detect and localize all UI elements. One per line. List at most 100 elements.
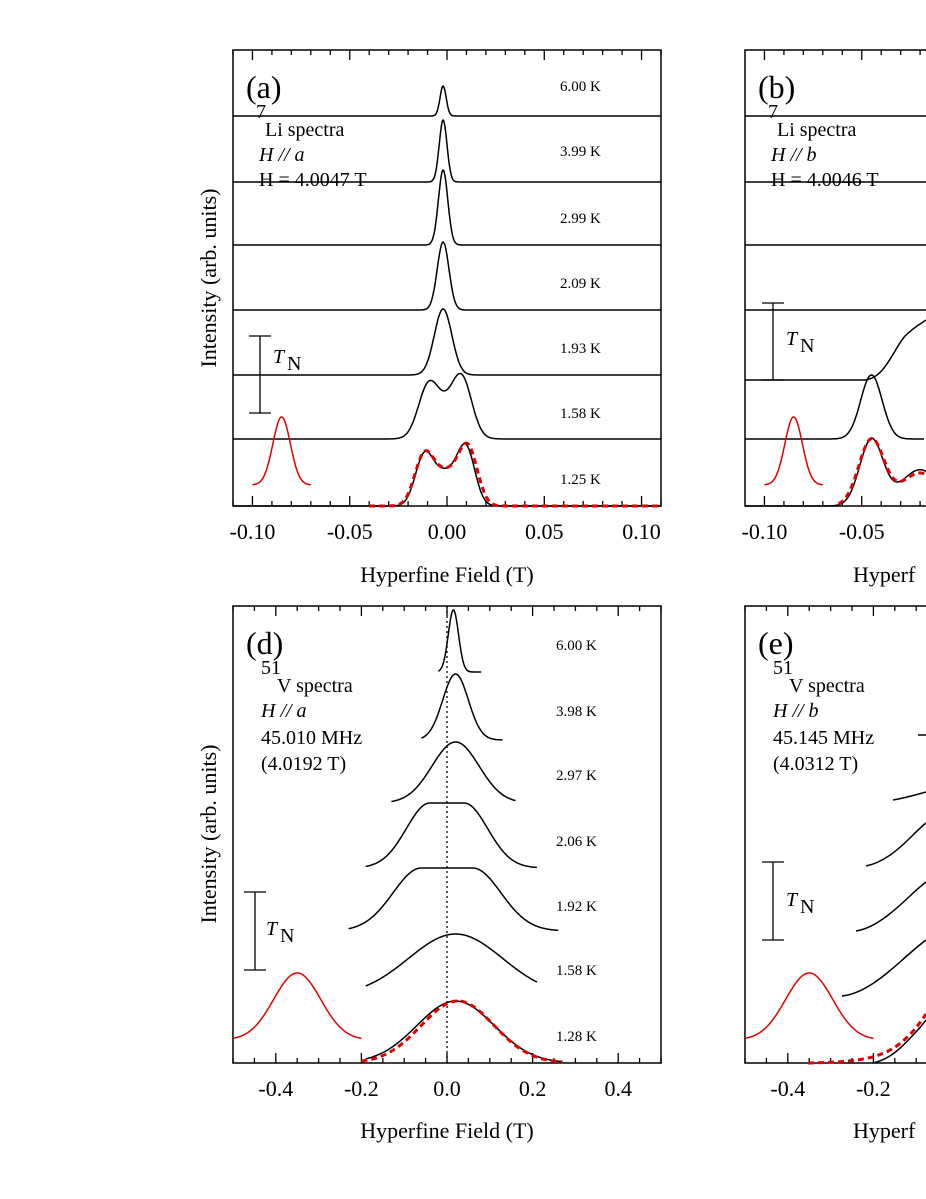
panel-e-tn-label: T bbox=[786, 889, 799, 911]
temperature-label: 6.00 K bbox=[556, 638, 597, 654]
temperature-label: 2.09 K bbox=[560, 276, 601, 292]
panel-d-tn-label: T bbox=[266, 918, 279, 940]
panel-a-x-tick-labels: -0.10 -0.05 0.00 0.05 0.10 bbox=[230, 519, 661, 544]
panel-b-orientation: H // b bbox=[770, 144, 817, 166]
spectrum-line bbox=[233, 241, 661, 311]
panel-a-tn-subscript: N bbox=[287, 353, 301, 375]
panel-e-field: (4.0312 T) bbox=[773, 753, 858, 775]
gaussian-line bbox=[744, 972, 874, 1040]
temperature-label: 2.97 K bbox=[556, 768, 597, 784]
spectrum-line bbox=[365, 1000, 563, 1063]
panel-d-y-axis-title: Intensity (arb. units) bbox=[196, 744, 221, 923]
panel-e-frequency: 45.145 MHz bbox=[773, 727, 874, 749]
spectrum-line bbox=[233, 169, 661, 246]
panel-a: (a) 7 Li spectra H // a H = 4.0047 T T N… bbox=[196, 49, 662, 587]
panel-e-tn-marker: T N bbox=[762, 861, 814, 941]
temperature-label: 2.99 K bbox=[560, 211, 601, 227]
panel-a-species: Li spectra bbox=[265, 119, 345, 141]
panel-b: (b) 7 Li spectra H // b H = 4.0046 T T N… bbox=[742, 49, 926, 587]
panel-a-spectra bbox=[233, 85, 661, 508]
x-tick-label: 0.0 bbox=[433, 1076, 461, 1101]
panel-d-isotope-mass: 51 bbox=[261, 657, 281, 679]
temperature-label: 1.93 K bbox=[560, 341, 601, 357]
panel-a-isotope-mass: 7 bbox=[256, 101, 266, 123]
temperature-label: 3.99 K bbox=[560, 144, 601, 160]
panel-d-spectra bbox=[232, 609, 563, 1064]
panel-a-temperature-labels: 6.00 K 3.99 K 2.99 K 2.09 K 1.93 K 1.58 K 1.25… bbox=[560, 79, 601, 488]
panel-d-frequency: 45.010 MHz bbox=[261, 727, 362, 749]
panel-e-frame bbox=[744, 605, 926, 1064]
panel-d-species: V spectra bbox=[277, 675, 353, 697]
x-tick-label: 0.00 bbox=[428, 519, 467, 544]
spectrum-line bbox=[348, 867, 559, 932]
panel-a-x-axis-title: Hyperfine Field (T) bbox=[360, 562, 534, 587]
x-tick-label: -0.4 bbox=[258, 1076, 293, 1101]
temperature-label: 1.25 K bbox=[560, 472, 601, 488]
panel-a-field: H = 4.0047 T bbox=[259, 169, 367, 191]
x-tick-label: -0.10 bbox=[742, 519, 788, 544]
x-tick-label: -0.05 bbox=[839, 519, 885, 544]
panel-d-tn-subscript: N bbox=[280, 925, 294, 947]
panel-b-x-axis-title: Hyperf bbox=[853, 562, 916, 587]
temperature-label: 1.58 K bbox=[560, 406, 601, 422]
panel-d-x-axis-title: Hyperfine Field (T) bbox=[360, 1118, 534, 1143]
x-tick-label: -0.2 bbox=[344, 1076, 379, 1101]
panel-e-tn-subscript: N bbox=[800, 896, 814, 918]
temperature-label: 1.58 K bbox=[556, 963, 597, 979]
panel-d-ticks bbox=[232, 606, 662, 1063]
temperature-label: 3.98 K bbox=[556, 704, 597, 720]
fit-line bbox=[837, 437, 926, 506]
spectrum-line bbox=[745, 374, 924, 440]
spectrum-line bbox=[855, 881, 926, 932]
spectrum-line bbox=[233, 308, 661, 376]
spectrum-line bbox=[745, 437, 926, 507]
panel-d-letter: (d) bbox=[246, 625, 283, 661]
spectrum-line bbox=[233, 85, 661, 117]
panel-d: (d) 51 V spectra H // a 45.010 MHz (4.01… bbox=[196, 605, 662, 1143]
panel-e-x-axis-title: Hyperf bbox=[853, 1118, 916, 1143]
panel-e: (e) 51 V spectra H // b 45.145 MHz (4.03… bbox=[744, 605, 926, 1143]
gaussian-line bbox=[764, 416, 823, 486]
panel-e-x-tick-labels: -0.4 -0.2 bbox=[770, 1076, 890, 1101]
panel-d-orientation: H // a bbox=[260, 700, 307, 722]
panel-b-tn-subscript: N bbox=[800, 335, 814, 357]
spectrum-line bbox=[745, 319, 926, 381]
panel-b-x-tick-labels: -0.10 -0.05 bbox=[742, 519, 885, 544]
spectrum-line bbox=[841, 939, 926, 997]
panel-b-letter: (b) bbox=[758, 69, 795, 105]
x-tick-label: -0.10 bbox=[230, 519, 276, 544]
spectrum-line bbox=[233, 372, 661, 440]
panel-a-letter: (a) bbox=[246, 69, 282, 105]
panel-d-x-tick-labels: -0.4 -0.2 0.0 0.2 0.4 bbox=[258, 1076, 632, 1101]
x-tick-label: -0.4 bbox=[770, 1076, 805, 1101]
temperature-label: 1.92 K bbox=[556, 899, 597, 915]
fit-line bbox=[369, 441, 661, 508]
temperature-label: 1.28 K bbox=[556, 1029, 597, 1045]
panel-a-ticks bbox=[232, 50, 662, 506]
panel-b-tn-marker: T N bbox=[762, 302, 814, 381]
temperature-label: 6.00 K bbox=[560, 79, 601, 95]
panel-b-field: H = 4.0046 T bbox=[771, 169, 879, 191]
panel-e-ticks bbox=[744, 606, 917, 1063]
x-tick-label: 0.05 bbox=[525, 519, 564, 544]
panel-e-orientation: H // b bbox=[772, 700, 819, 722]
spectrum-line bbox=[420, 673, 503, 741]
x-tick-label: -0.05 bbox=[327, 519, 373, 544]
fit-line bbox=[807, 1013, 926, 1065]
panel-e-species: V spectra bbox=[789, 675, 865, 697]
temperature-label: 2.06 K bbox=[556, 834, 597, 850]
spectrum-line bbox=[365, 802, 538, 869]
fit-line bbox=[361, 999, 563, 1064]
x-tick-label: 0.4 bbox=[604, 1076, 632, 1101]
panel-d-tn-marker: T N bbox=[244, 891, 294, 971]
gaussian-line bbox=[232, 972, 362, 1040]
panel-a-tn-marker: T N bbox=[249, 335, 301, 414]
spectrum-line bbox=[865, 822, 926, 867]
x-tick-label: -0.2 bbox=[856, 1076, 891, 1101]
panel-a-y-axis-title: Intensity (arb. units) bbox=[196, 188, 221, 367]
panel-d-temperature-labels: 6.00 K 3.98 K 2.97 K 2.06 K 1.92 K 1.58 K 1.28… bbox=[556, 638, 597, 1045]
panel-e-isotope-mass: 51 bbox=[773, 657, 793, 679]
spectrum-line bbox=[871, 1019, 926, 1064]
panel-a-orientation: H // a bbox=[258, 144, 305, 166]
